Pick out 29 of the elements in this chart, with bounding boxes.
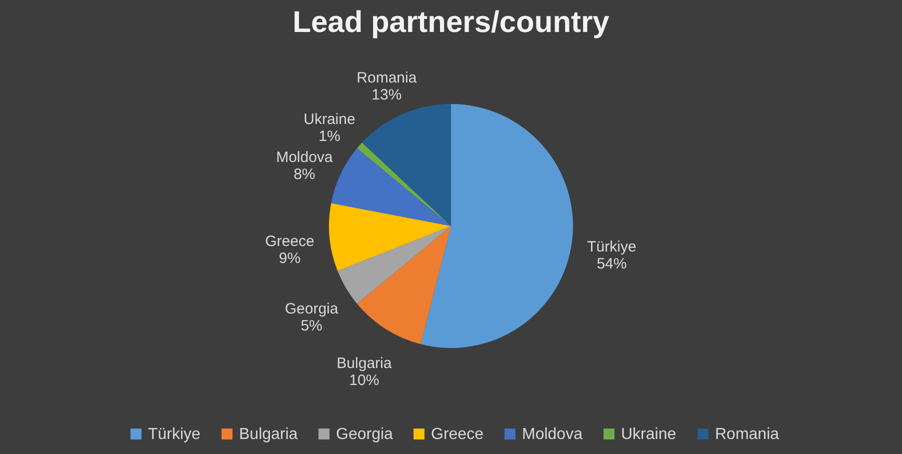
data-label: 10%: [349, 372, 380, 389]
pie-slice: [331, 148, 451, 226]
data-label: 1%: [318, 128, 340, 145]
legend-label: Ukraine: [621, 426, 676, 443]
slice-label: Romania: [356, 69, 418, 86]
data-label: 13%: [372, 86, 402, 104]
legend-label: Moldova: [522, 426, 583, 443]
data-label: 9%: [278, 250, 301, 268]
pie-slice: [420, 104, 573, 348]
data-label: 5%: [300, 317, 322, 334]
legend-label: Bulgaria: [239, 426, 298, 443]
pie-slice: [338, 226, 451, 304]
pie-slice: [362, 104, 451, 226]
legend-label: Greece: [431, 426, 484, 443]
data-label: 54%: [596, 255, 627, 272]
legend-label: Romania: [715, 426, 780, 443]
slice-label: Bulgaria: [336, 354, 392, 372]
pie-slice: [329, 203, 451, 271]
pie-slice: [356, 226, 451, 344]
slice-label: Türkiye: [587, 238, 636, 256]
legend-label: Türkiye: [148, 426, 201, 443]
slice-label: Greece: [265, 233, 314, 250]
slice-label: Georgia: [284, 300, 339, 318]
chart-title: Lead partners/country: [292, 6, 610, 39]
pie-slice: [356, 142, 451, 226]
legend-label: Georgia: [336, 426, 394, 443]
data-label: 8%: [294, 166, 316, 184]
slice-label: Ukraine: [304, 110, 356, 128]
slice-label: Moldova: [276, 149, 334, 166]
